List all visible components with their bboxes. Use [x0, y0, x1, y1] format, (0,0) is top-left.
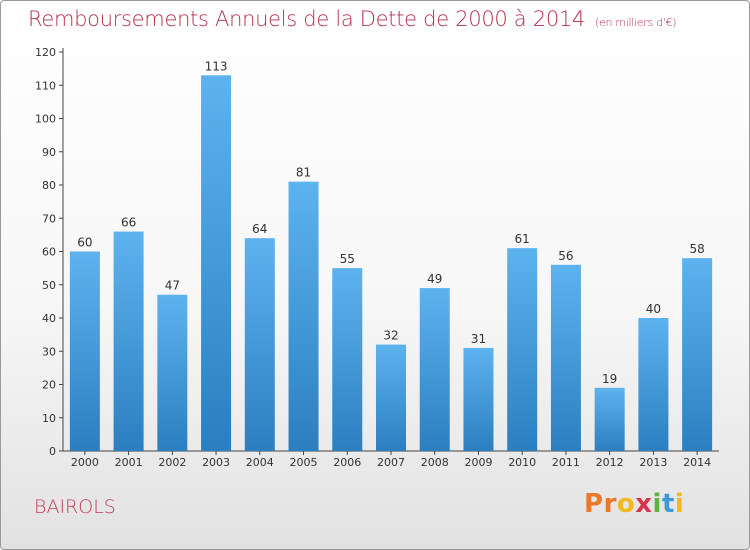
y-tick-label: 50 — [42, 279, 56, 292]
logo-letter: i — [652, 489, 662, 519]
x-tick-label: 2002 — [158, 456, 186, 469]
x-tick-label: 2014 — [683, 456, 711, 469]
data-label-2006: 55 — [340, 252, 355, 266]
logo-letter: r — [603, 489, 617, 519]
logo-letter: o — [616, 489, 636, 519]
y-tick-label: 70 — [42, 212, 56, 225]
logo-letter: P — [584, 489, 604, 519]
chart-title-text: Remboursements Annuels de la Dette de 20… — [28, 7, 585, 31]
proxiti-logo[interactable]: Proxiti — [584, 489, 684, 519]
data-label-2008: 49 — [427, 272, 442, 286]
chart-subtitle: (en milliers d'€) — [595, 16, 677, 29]
x-tick-label: 2004 — [246, 456, 274, 469]
data-label-2003: 113 — [205, 59, 228, 73]
logo-letter: t — [661, 489, 675, 519]
x-tick-label: 2000 — [71, 456, 99, 469]
bar-2002 — [157, 294, 188, 451]
data-label-2002: 47 — [165, 279, 180, 293]
bar-2003 — [201, 75, 232, 452]
data-label-2001: 66 — [121, 216, 136, 230]
place-name: BAIROLS — [34, 496, 116, 518]
bar-2005 — [288, 181, 319, 452]
bar-2009 — [463, 347, 494, 451]
y-tick-label: 100 — [35, 113, 56, 126]
bar-2012 — [594, 387, 625, 451]
bar-2013 — [638, 318, 669, 451]
y-tick-label: 110 — [35, 79, 56, 92]
x-tick-label: 2012 — [596, 456, 624, 469]
bar-2006 — [332, 268, 363, 451]
bar-chart: 0 10 20 30 40 50 60 70 80 90 100 110 120 2000 2001 2002… — [35, 46, 719, 469]
x-tick-label: 2008 — [421, 456, 449, 469]
chart-axes: 0 10 20 30 40 50 60 70 80 90 100 110 120 2000 2001 2002… — [35, 46, 719, 469]
chart-title: Remboursements Annuels de la Dette de 20… — [28, 7, 676, 31]
bar-2010 — [507, 248, 538, 451]
y-tick-label: 120 — [35, 46, 56, 59]
logo-letter: i — [674, 489, 685, 519]
bar-2001 — [113, 231, 144, 451]
data-label-2007: 32 — [383, 329, 398, 343]
data-label-2010: 61 — [515, 232, 530, 246]
bar-2004 — [244, 238, 275, 451]
x-tick-label: 2013 — [639, 456, 667, 469]
x-tick-label: 2006 — [333, 456, 361, 469]
data-label-2000: 60 — [77, 236, 92, 250]
data-label-2005: 81 — [296, 166, 311, 180]
x-tick-label: 2009 — [464, 456, 492, 469]
bar-2014 — [682, 258, 713, 451]
data-label-2011: 56 — [558, 249, 573, 263]
y-tick-label: 40 — [42, 312, 56, 325]
y-tick-label: 20 — [42, 379, 56, 392]
bar-2011 — [550, 264, 581, 451]
data-label-2013: 40 — [646, 302, 661, 316]
y-tick-label: 30 — [42, 345, 56, 358]
x-tick-label: 2007 — [377, 456, 405, 469]
logo-letter: x — [635, 489, 653, 519]
y-tick-label: 60 — [42, 246, 56, 259]
data-label-2004: 64 — [252, 222, 267, 236]
x-tick-label: 2001 — [115, 456, 143, 469]
y-tick-label: 80 — [42, 179, 56, 192]
data-label-2014: 58 — [689, 242, 704, 256]
data-label-2009: 31 — [471, 332, 486, 346]
y-tick-label: 10 — [42, 412, 56, 425]
y-tick-label: 0 — [49, 445, 56, 458]
data-label-2012: 19 — [602, 372, 617, 386]
x-tick-label: 2005 — [290, 456, 318, 469]
bar-2000 — [69, 251, 100, 451]
chart-bars — [69, 75, 713, 452]
bar-2007 — [376, 344, 406, 451]
x-tick-label: 2010 — [508, 456, 536, 469]
y-tick-label: 90 — [42, 146, 56, 159]
bar-2008 — [419, 288, 450, 451]
chart-data-labels: 60 66 47 113 64 81 55 32 49 31 61 56 19 40 58 — [77, 59, 705, 386]
x-tick-label: 2003 — [202, 456, 230, 469]
x-tick-label: 2011 — [552, 456, 580, 469]
